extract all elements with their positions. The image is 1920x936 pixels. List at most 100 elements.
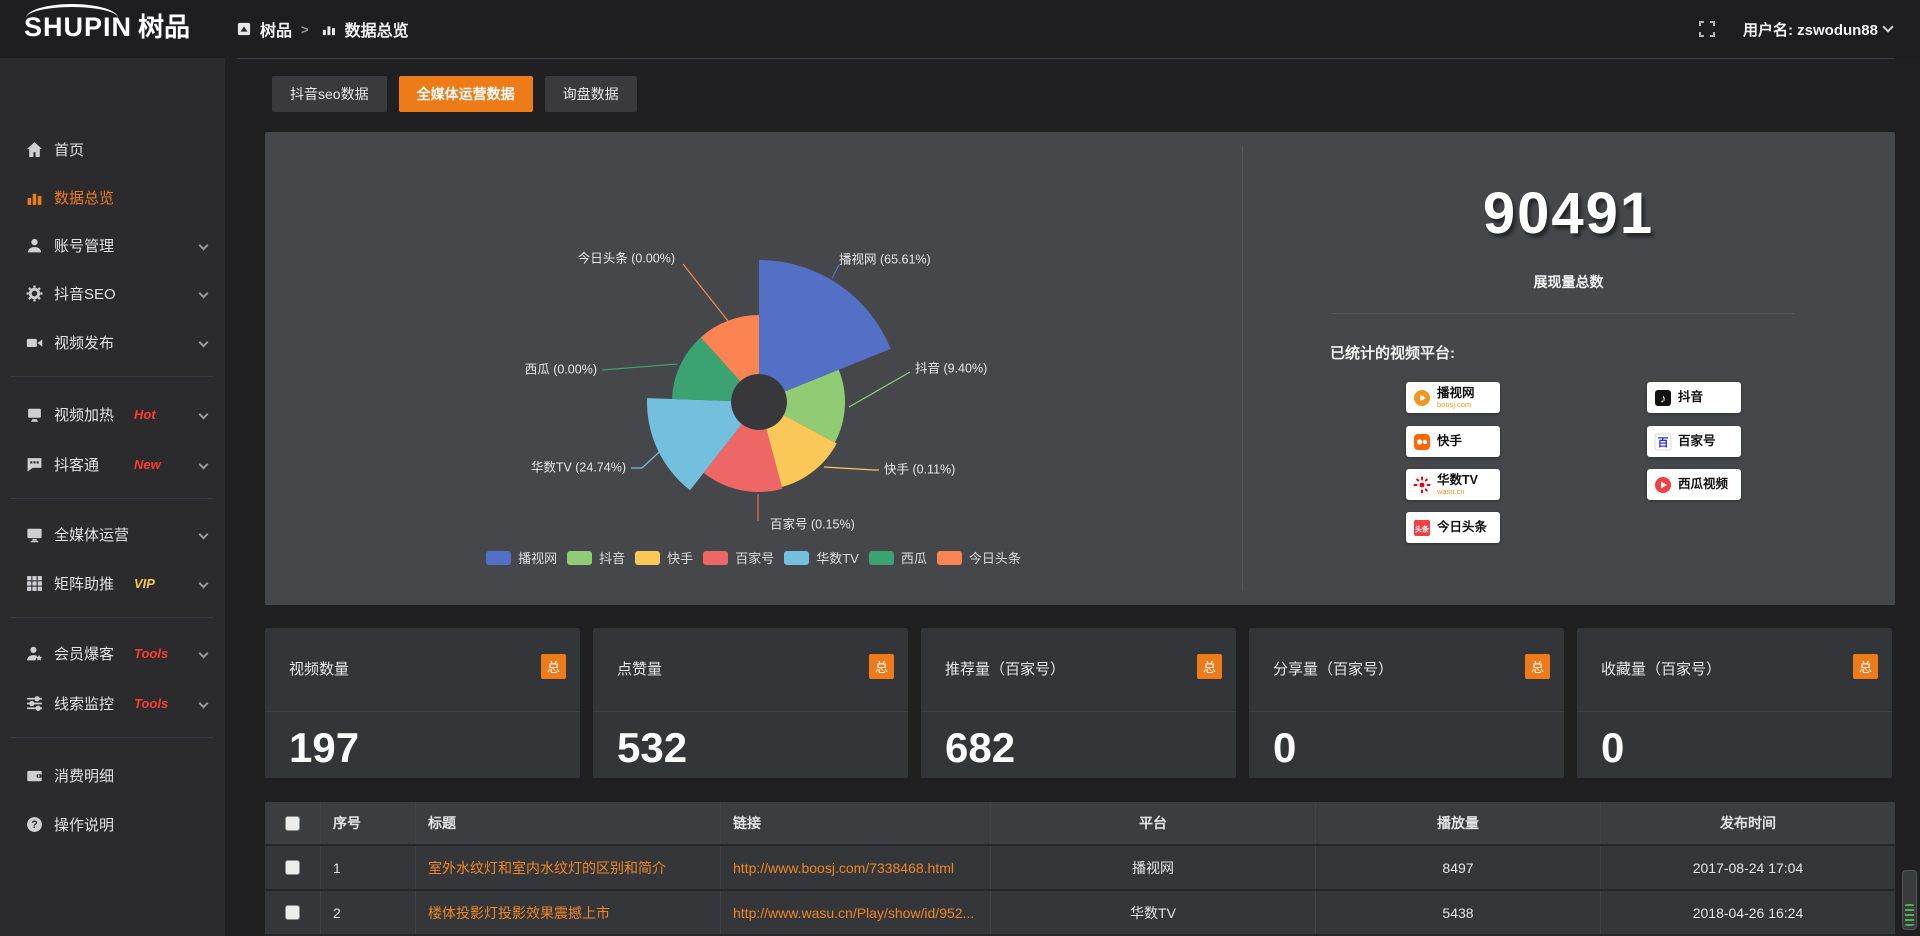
xigua-logo-icon [1654, 476, 1672, 494]
legend-item-抖音[interactable]: 抖音 [567, 548, 625, 567]
impressions-total-value: 90491 [1482, 181, 1655, 246]
pie-slice-华数TV[interactable] [647, 398, 742, 491]
summary-section: 90491 展现量总数 已统计的视频平台: 播视网 boosj.com 快手华数TV… [1242, 132, 1895, 605]
platform-badge-toutiao[interactable]: 头条 今日头条 [1406, 512, 1500, 543]
cell-title[interactable]: 楼体投影灯投影效果震撼上市 [415, 891, 720, 934]
legend-swatch [784, 550, 810, 565]
cell-link[interactable]: http://www.wasu.cn/Play/show/id/952... [720, 891, 990, 934]
sidebar-item-douketong[interactable]: 抖客通 New [0, 440, 225, 488]
legend-item-今日头条[interactable]: 今日头条 [936, 548, 1021, 567]
legend-item-西瓜[interactable]: 西瓜 [868, 548, 927, 567]
user-menu[interactable]: 用户名: zswodun88 [1742, 19, 1894, 40]
pie-slice-播视网[interactable] [759, 260, 891, 392]
sidebar-item-douyin-seo[interactable]: 抖音SEO [0, 269, 225, 317]
row-checkbox[interactable] [285, 860, 300, 875]
pie-slice-西瓜[interactable] [672, 337, 741, 402]
pie-label-播视网: 播视网 (65.61%) [839, 251, 931, 266]
pie-label-今日头条: 今日头条 (0.00%) [578, 250, 675, 265]
stat-card-value: 0 [1273, 724, 1297, 771]
overview-panel: 播视网 (65.61%) 抖音 (9.40%) 快手 (0.11%) 百家号 (0.1… [265, 132, 1895, 605]
legend-item-播视网[interactable]: 播视网 [486, 548, 557, 567]
breadcrumb-item-current[interactable]: 数据总览 [344, 23, 409, 40]
platform-badge-boosj[interactable]: 播视网 boosj.com [1406, 382, 1500, 413]
sidebar-item-label: 视频加热 [54, 406, 115, 424]
fullscreen-icon[interactable] [1698, 21, 1715, 37]
kuaishou-logo-icon [1413, 433, 1431, 451]
legend-label: 华数TV [816, 551, 859, 566]
total-badge[interactable]: 总 [1525, 654, 1550, 679]
stat-card-value: 0 [1601, 724, 1625, 771]
sidebar-item-home[interactable]: 首页 [0, 125, 225, 173]
platform-badge-text: 播视网 boosj.com [1437, 387, 1475, 408]
legend-swatch [567, 550, 593, 565]
legend-item-快手[interactable]: 快手 [635, 548, 693, 567]
pie-slice-今日头条[interactable] [700, 315, 759, 382]
sidebar-item-label: 首页 [54, 141, 85, 159]
impressions-total-label: 展现量总数 [1533, 274, 1604, 290]
wallet-icon [26, 767, 43, 784]
sidebar-item-account-manage[interactable]: 账号管理 [0, 221, 225, 269]
select-all-checkbox[interactable] [285, 815, 300, 831]
sidebar-divider [10, 737, 213, 738]
sidebar-item-video-heat[interactable]: 视频加热 Hot [0, 390, 225, 438]
tab-omni-media-data[interactable]: 全媒体运营数据 [398, 76, 533, 112]
pie-slice-百家号[interactable] [703, 424, 783, 492]
sidebar-item-member-leads[interactable]: 会员爆客 Tools [0, 629, 225, 677]
platform-badge-kuaishou[interactable]: 快手 [1406, 426, 1500, 457]
toutiao-logo-icon: 头条 [1413, 519, 1431, 537]
pie-label-西瓜: 西瓜 (0.00%) [525, 362, 597, 376]
total-badge[interactable]: 总 [869, 654, 894, 679]
stat-card-4: 收藏量（百家号） 总 0 [1577, 628, 1892, 778]
cell-link[interactable]: http://www.boosj.com/7338468.html [720, 846, 990, 889]
card-divider [593, 711, 908, 712]
column-header-4: 播放量 [1315, 802, 1600, 844]
pie-label-line [823, 466, 879, 471]
sidebar-item-data-overview[interactable]: 数据总览 [0, 173, 225, 221]
bar-chart-icon [322, 22, 336, 36]
total-badge[interactable]: 总 [1197, 654, 1222, 679]
legend-item-百家号[interactable]: 百家号 [703, 548, 774, 567]
pie-slice-快手[interactable] [766, 415, 837, 488]
cell-title[interactable]: 室外水纹灯和室内水纹灯的区别和简介 [415, 846, 720, 889]
platform-badge-douyin[interactable]: ♪ 抖音 [1647, 382, 1741, 413]
breadcrumb-item-root[interactable]: 树品 [260, 23, 293, 40]
legend-swatch [703, 550, 729, 565]
tab-inquiry-data[interactable]: 询盘数据 [544, 76, 637, 112]
pie-slice-抖音[interactable] [783, 369, 845, 443]
total-badge[interactable]: 总 [541, 654, 566, 679]
tab-douyin-seo-data[interactable]: 抖音seo数据 [272, 76, 387, 112]
stat-card-label: 分享量（百家号） [1273, 661, 1394, 678]
table-row: 2 楼体投影灯投影效果震撼上市 http://www.wasu.cn/Play/sh… [265, 889, 1895, 934]
platform-badge-name: 华数TV [1437, 473, 1478, 487]
sidebar-item-label: 矩阵助推 [54, 575, 115, 593]
baijiahao-logo-icon: 百 [1654, 433, 1672, 451]
breadcrumb-separator: > [301, 21, 309, 37]
topbar: SHUPIN 树品 树品 > 数据总览 用户名: zswodun88 [0, 0, 1920, 58]
vertical-scrollbar-thumb[interactable] [1902, 870, 1917, 930]
sidebar-item-matrix-boost[interactable]: 矩阵助推 VIP [0, 559, 225, 607]
username-label: 用户名: zswodun88 [1742, 21, 1878, 39]
sidebar-divider [10, 376, 213, 377]
platform-badge-wasu[interactable]: 华数TV wasu.cn [1406, 469, 1500, 500]
sidebar-item-help[interactable]: ? 操作说明 [0, 800, 225, 848]
platform-badge-xigua[interactable]: 西瓜视频 [1647, 469, 1741, 500]
platform-badge-subtext: boosj.com [1437, 399, 1472, 409]
platform-badge-text: 华数TV wasu.cn [1437, 474, 1478, 495]
sidebar-item-video-publish[interactable]: 视频发布 [0, 318, 225, 366]
sidebar-item-label: 线索监控 [54, 695, 115, 713]
total-badge[interactable]: 总 [1853, 654, 1878, 679]
sidebar-item-tag: Hot [134, 406, 156, 422]
legend-item-华数TV[interactable]: 华数TV [784, 548, 859, 567]
stat-card-label: 推荐量（百家号） [945, 661, 1066, 678]
platforms-title: 已统计的视频平台: [1330, 345, 1455, 362]
sidebar-item-spend-details[interactable]: 消费明细 [0, 751, 225, 799]
row-checkbox[interactable] [285, 905, 300, 920]
sidebar-item-lead-monitor[interactable]: 线索监控 Tools [0, 679, 225, 727]
platform-badge-baijiahao[interactable]: 百百家号 [1647, 426, 1741, 457]
sidebar-item-omni-media[interactable]: 全媒体运营 [0, 510, 225, 558]
svg-text:♪: ♪ [1660, 391, 1666, 405]
card-divider [265, 711, 580, 712]
sidebar-divider [10, 617, 213, 618]
logo-text-cn: 树品 [138, 12, 191, 42]
